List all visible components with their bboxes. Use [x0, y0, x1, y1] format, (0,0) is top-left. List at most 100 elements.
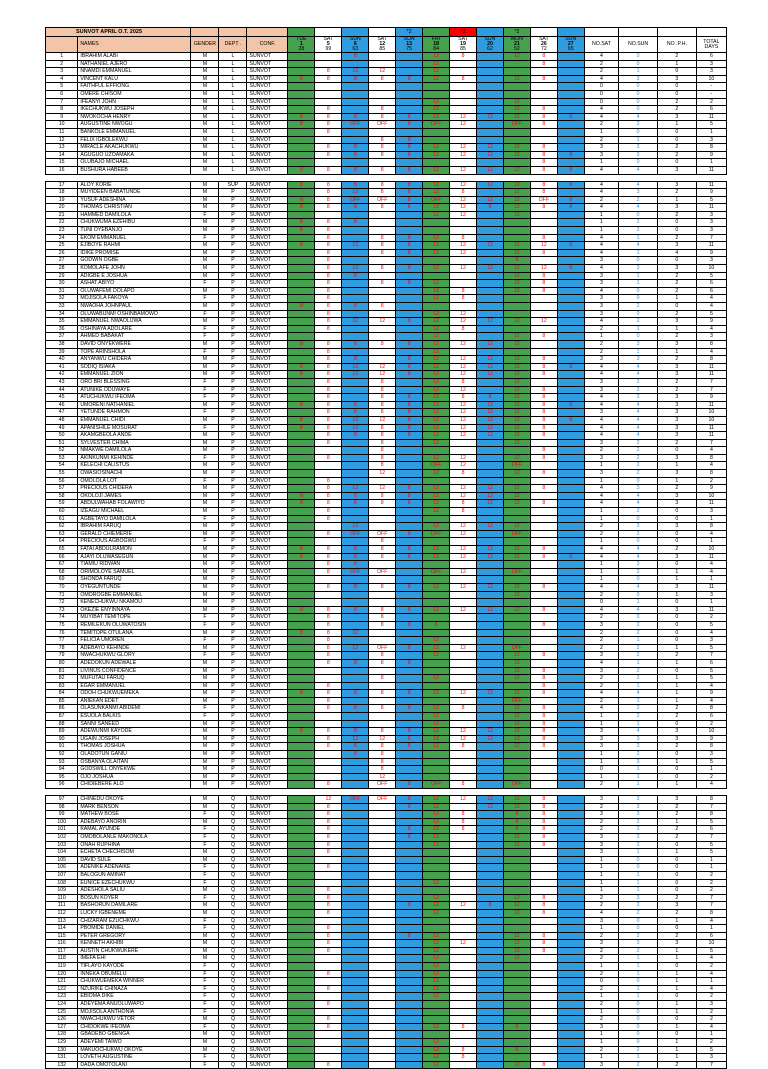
dept-cell: P — [218, 499, 248, 509]
ot-hours-cell — [475, 120, 504, 129]
total-days-cell: 2 — [695, 719, 728, 729]
ot-hours-cell: 8 — [449, 393, 477, 402]
ot-hours-cell — [529, 256, 558, 266]
no-sat-cell: 3 — [583, 734, 620, 744]
ot-hours-cell — [556, 210, 585, 220]
ot-hours-cell: 8 — [287, 195, 316, 205]
ot-hours-cell — [287, 105, 316, 114]
dept-cell: P — [218, 765, 248, 774]
total-days-cell: 2 — [695, 613, 728, 622]
table-row: 15 OLUBAJO MICHAEL M L SUNVOT 8 1 0 0 1 — [44, 158, 728, 167]
ot-hours-cell — [314, 522, 343, 531]
table-row: 79 NWACHUKWU GLORY F P SUNVOT 8 8 12 12 8 3 2 2 7 — [44, 651, 728, 660]
staff-name: UMORENI NATHANIEL — [77, 400, 192, 410]
gender-cell: M — [190, 203, 220, 212]
no-sun-cell: 0 — [618, 1022, 658, 1032]
ot-hours-cell: 12 — [475, 545, 504, 554]
ot-hours-cell — [314, 598, 343, 607]
gender-cell: F — [190, 233, 220, 243]
ot-hours-cell: 8 — [422, 620, 451, 630]
row-number: 125 — [44, 1007, 79, 1017]
no-sat-cell: 1 — [583, 514, 620, 524]
table-row: 81 LIVINUS CONFIDENCE M P SUNVOT 12 8 3 2 0 5 — [44, 666, 728, 676]
ot-hours-cell: 8 — [395, 431, 424, 440]
dept-cell: P — [218, 438, 248, 448]
table-row: 102 OMOBOLANLE MAKONOLA F Q SUNVOT 8 8 12 12 8 3 2 2… — [44, 832, 728, 842]
ot-hours-cell — [395, 97, 424, 107]
ot-hours-cell: 12 — [502, 264, 531, 273]
ot-hours-cell — [341, 863, 370, 872]
conf-cell: SUNVOT — [246, 924, 289, 933]
table-row: 21 HAMMED DAMILOLA F P SUNVOT 12 12 12 1 0 2 3 — [44, 210, 728, 220]
ot-hours-cell: 12 — [422, 52, 451, 61]
no-sat-cell: 2 — [583, 324, 620, 334]
total-days-cell: 11 — [695, 400, 728, 410]
dept-cell: P — [218, 370, 248, 379]
ot-hours-cell — [556, 332, 585, 341]
day-name: MON — [510, 36, 523, 42]
ot-hours-cell — [529, 309, 558, 319]
conf-cell: SUNVOT — [246, 362, 289, 372]
ot-hours-cell: 12 — [422, 522, 451, 531]
conf-cell: SUNVOT — [246, 750, 289, 759]
no-sat-cell: 0 — [583, 82, 620, 91]
no-ph-cell: 1 — [656, 681, 697, 691]
staff-name: PETER GREGORY — [77, 931, 192, 941]
ot-hours-cell — [395, 674, 424, 683]
ot-hours-cell: OFF — [368, 120, 397, 129]
ot-hours-cell — [475, 89, 504, 99]
ot-hours-cell — [341, 666, 370, 676]
ot-hours-cell — [341, 901, 370, 910]
no-sat-cell: 1 — [583, 772, 620, 782]
ot-hours-cell: 12 — [475, 143, 504, 152]
ot-hours-cell: 8 — [395, 582, 424, 592]
ot-hours-cell — [287, 886, 316, 895]
dept-cell: Q — [218, 916, 248, 926]
ot-hours-cell: 8 — [368, 302, 397, 311]
total-days-cell: 2 — [695, 962, 728, 971]
ot-hours-cell: 8 — [529, 795, 558, 804]
total-days-cell: 10 — [695, 408, 728, 417]
ot-hours-cell — [556, 863, 585, 872]
ot-hours-cell: 8 — [449, 817, 477, 827]
ot-hours-cell: 8 — [395, 605, 424, 615]
day-name: FRI — [431, 36, 441, 42]
no-sun-cell: 3 — [618, 143, 658, 152]
no-sun-cell: 2 — [618, 666, 658, 676]
total-days-cell: 9 — [695, 393, 728, 402]
ot-hours-cell — [449, 158, 477, 167]
ot-hours-cell — [449, 347, 477, 357]
ot-hours-cell: 12 — [422, 1038, 451, 1047]
ot-hours-cell: 12 — [422, 689, 451, 698]
staff-name: OSBANYA OLAITAN — [77, 757, 192, 767]
total-days-cell: 4 — [695, 969, 728, 979]
ot-hours-cell: 12 — [422, 143, 451, 152]
ot-hours-cell — [449, 674, 477, 683]
ot-hours-cell: 12 — [475, 180, 504, 190]
no-ph-cell: 0 — [656, 636, 697, 645]
row-number: 25 — [44, 241, 79, 250]
no-sun-cell: 4 — [618, 241, 658, 250]
total-days-cell: 2 — [695, 772, 728, 782]
staff-name: TIAMIU RIDWAN — [77, 560, 192, 569]
ot-hours-cell — [314, 772, 343, 782]
no-sun-cell: 1 — [618, 719, 658, 729]
no-sat-cell: 2 — [583, 696, 620, 706]
ot-hours-cell: 8 — [314, 924, 343, 933]
dept-cell: Q — [218, 1038, 248, 1047]
ot-hours-cell: 8 — [368, 248, 397, 258]
ot-hours-cell — [287, 461, 316, 471]
table-row: 22 CHUKWUMA EZEHIBU M P SUNVOT 8 8 8 1 2 0 3 — [44, 218, 728, 228]
ot-hours-cell — [287, 1007, 316, 1017]
ot-hours-cell: 12 — [422, 582, 451, 592]
no-ph-cell: 3 — [656, 393, 697, 402]
staff-name: EMMANUEL CHIDI — [77, 415, 192, 425]
ot-hours-cell — [422, 870, 451, 880]
gender-cell: M — [190, 499, 220, 509]
ot-hours-cell — [529, 347, 558, 357]
no-sat-cell: 2 — [583, 67, 620, 76]
total-days-cell: 5 — [695, 120, 728, 129]
row-number: 69 — [44, 575, 79, 584]
ot-hours-cell: 12 — [529, 264, 558, 273]
ot-hours-cell: 12 — [502, 469, 531, 478]
